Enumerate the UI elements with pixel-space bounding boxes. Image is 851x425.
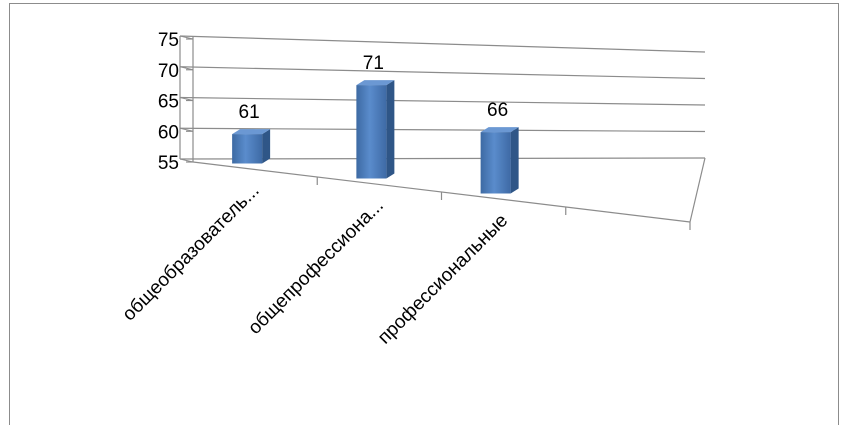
y-tick-label: 65	[158, 92, 179, 113]
category-label: профессиональные	[374, 210, 512, 348]
data-label: 71	[363, 53, 384, 74]
chart-frame	[9, 3, 839, 425]
data-label: 61	[239, 102, 260, 123]
bar	[480, 127, 519, 194]
bar	[356, 80, 395, 179]
category-label: общеобразователь...	[119, 180, 264, 325]
bar	[232, 129, 271, 164]
y-tick-label: 60	[158, 122, 179, 143]
side-wall-line	[179, 66, 194, 71]
y-tick-label: 70	[158, 61, 179, 82]
data-label: 66	[487, 100, 508, 121]
category-label: общепрофессиона...	[244, 195, 388, 339]
gridline	[179, 35, 706, 53]
side-wall-line	[179, 97, 194, 101]
y-tick-label: 55	[158, 153, 179, 174]
gridline	[179, 96, 706, 106]
side-wall-line	[179, 127, 194, 132]
side-wall-line	[179, 35, 194, 40]
gridline	[179, 127, 706, 133]
side-wall-line	[179, 158, 194, 163]
y-tick-label: 75	[158, 30, 179, 51]
floor-edge	[689, 157, 706, 223]
gridline	[179, 66, 706, 80]
